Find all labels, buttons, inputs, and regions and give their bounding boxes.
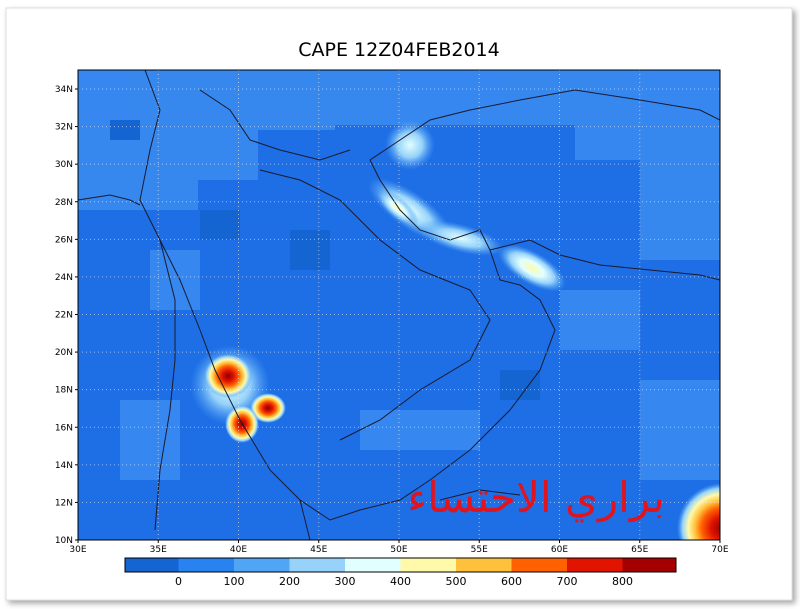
lat-tick-label: 26N [55, 235, 73, 245]
lat-tick-label: 12N [55, 498, 73, 508]
lat-tick-label: 10N [55, 536, 73, 546]
colorbar-label: 200 [279, 575, 300, 588]
map-title: CAPE 12Z04FEB2014 [298, 39, 499, 61]
colorbar-label: 400 [390, 575, 411, 588]
lon-tick-label: 35E [150, 545, 167, 555]
lon-tick-label: 30E [69, 545, 86, 555]
lon-tick-label: 45E [310, 545, 327, 555]
colorbar-label: 100 [224, 575, 245, 588]
lat-tick-label: 18N [55, 386, 73, 396]
lon-tick-label: 60E [551, 545, 568, 555]
lon-tick-label: 70E [711, 545, 728, 555]
lat-tick-label: 34N [55, 85, 73, 95]
lat-tick-label: 30N [55, 160, 73, 170]
lat-tick-label: 14N [55, 461, 73, 471]
colorbar-label: 500 [446, 575, 467, 588]
lon-tick-label: 40E [230, 545, 247, 555]
axis-ticks: 10N 12N 14N 16N 18N 20N 22N 24N 26N 28N 30N 32N 34N 3… [55, 85, 729, 555]
colorbar-label: 700 [557, 575, 578, 588]
cape-field [78, 70, 720, 540]
lat-tick-label: 28N [55, 198, 73, 208]
colorbar-label: 0 [175, 575, 182, 588]
colorbar-label: 800 [612, 575, 633, 588]
lon-tick-label: 50E [390, 545, 407, 555]
lat-tick-label: 32N [55, 123, 73, 133]
colorbar-label: 300 [335, 575, 356, 588]
lat-tick-label: 24N [55, 273, 73, 283]
lat-tick-label: 16N [55, 423, 73, 433]
colorbar: 0 100 200 300 400 500 600 700 800 [124, 557, 677, 588]
watermark: براري الاحتساء [407, 473, 664, 522]
lat-tick-label: 22N [55, 311, 73, 321]
lat-tick-label: 20N [55, 348, 73, 358]
colorbar-label: 600 [501, 575, 522, 588]
lon-tick-label: 55E [471, 545, 488, 555]
lon-tick-label: 65E [631, 545, 648, 555]
